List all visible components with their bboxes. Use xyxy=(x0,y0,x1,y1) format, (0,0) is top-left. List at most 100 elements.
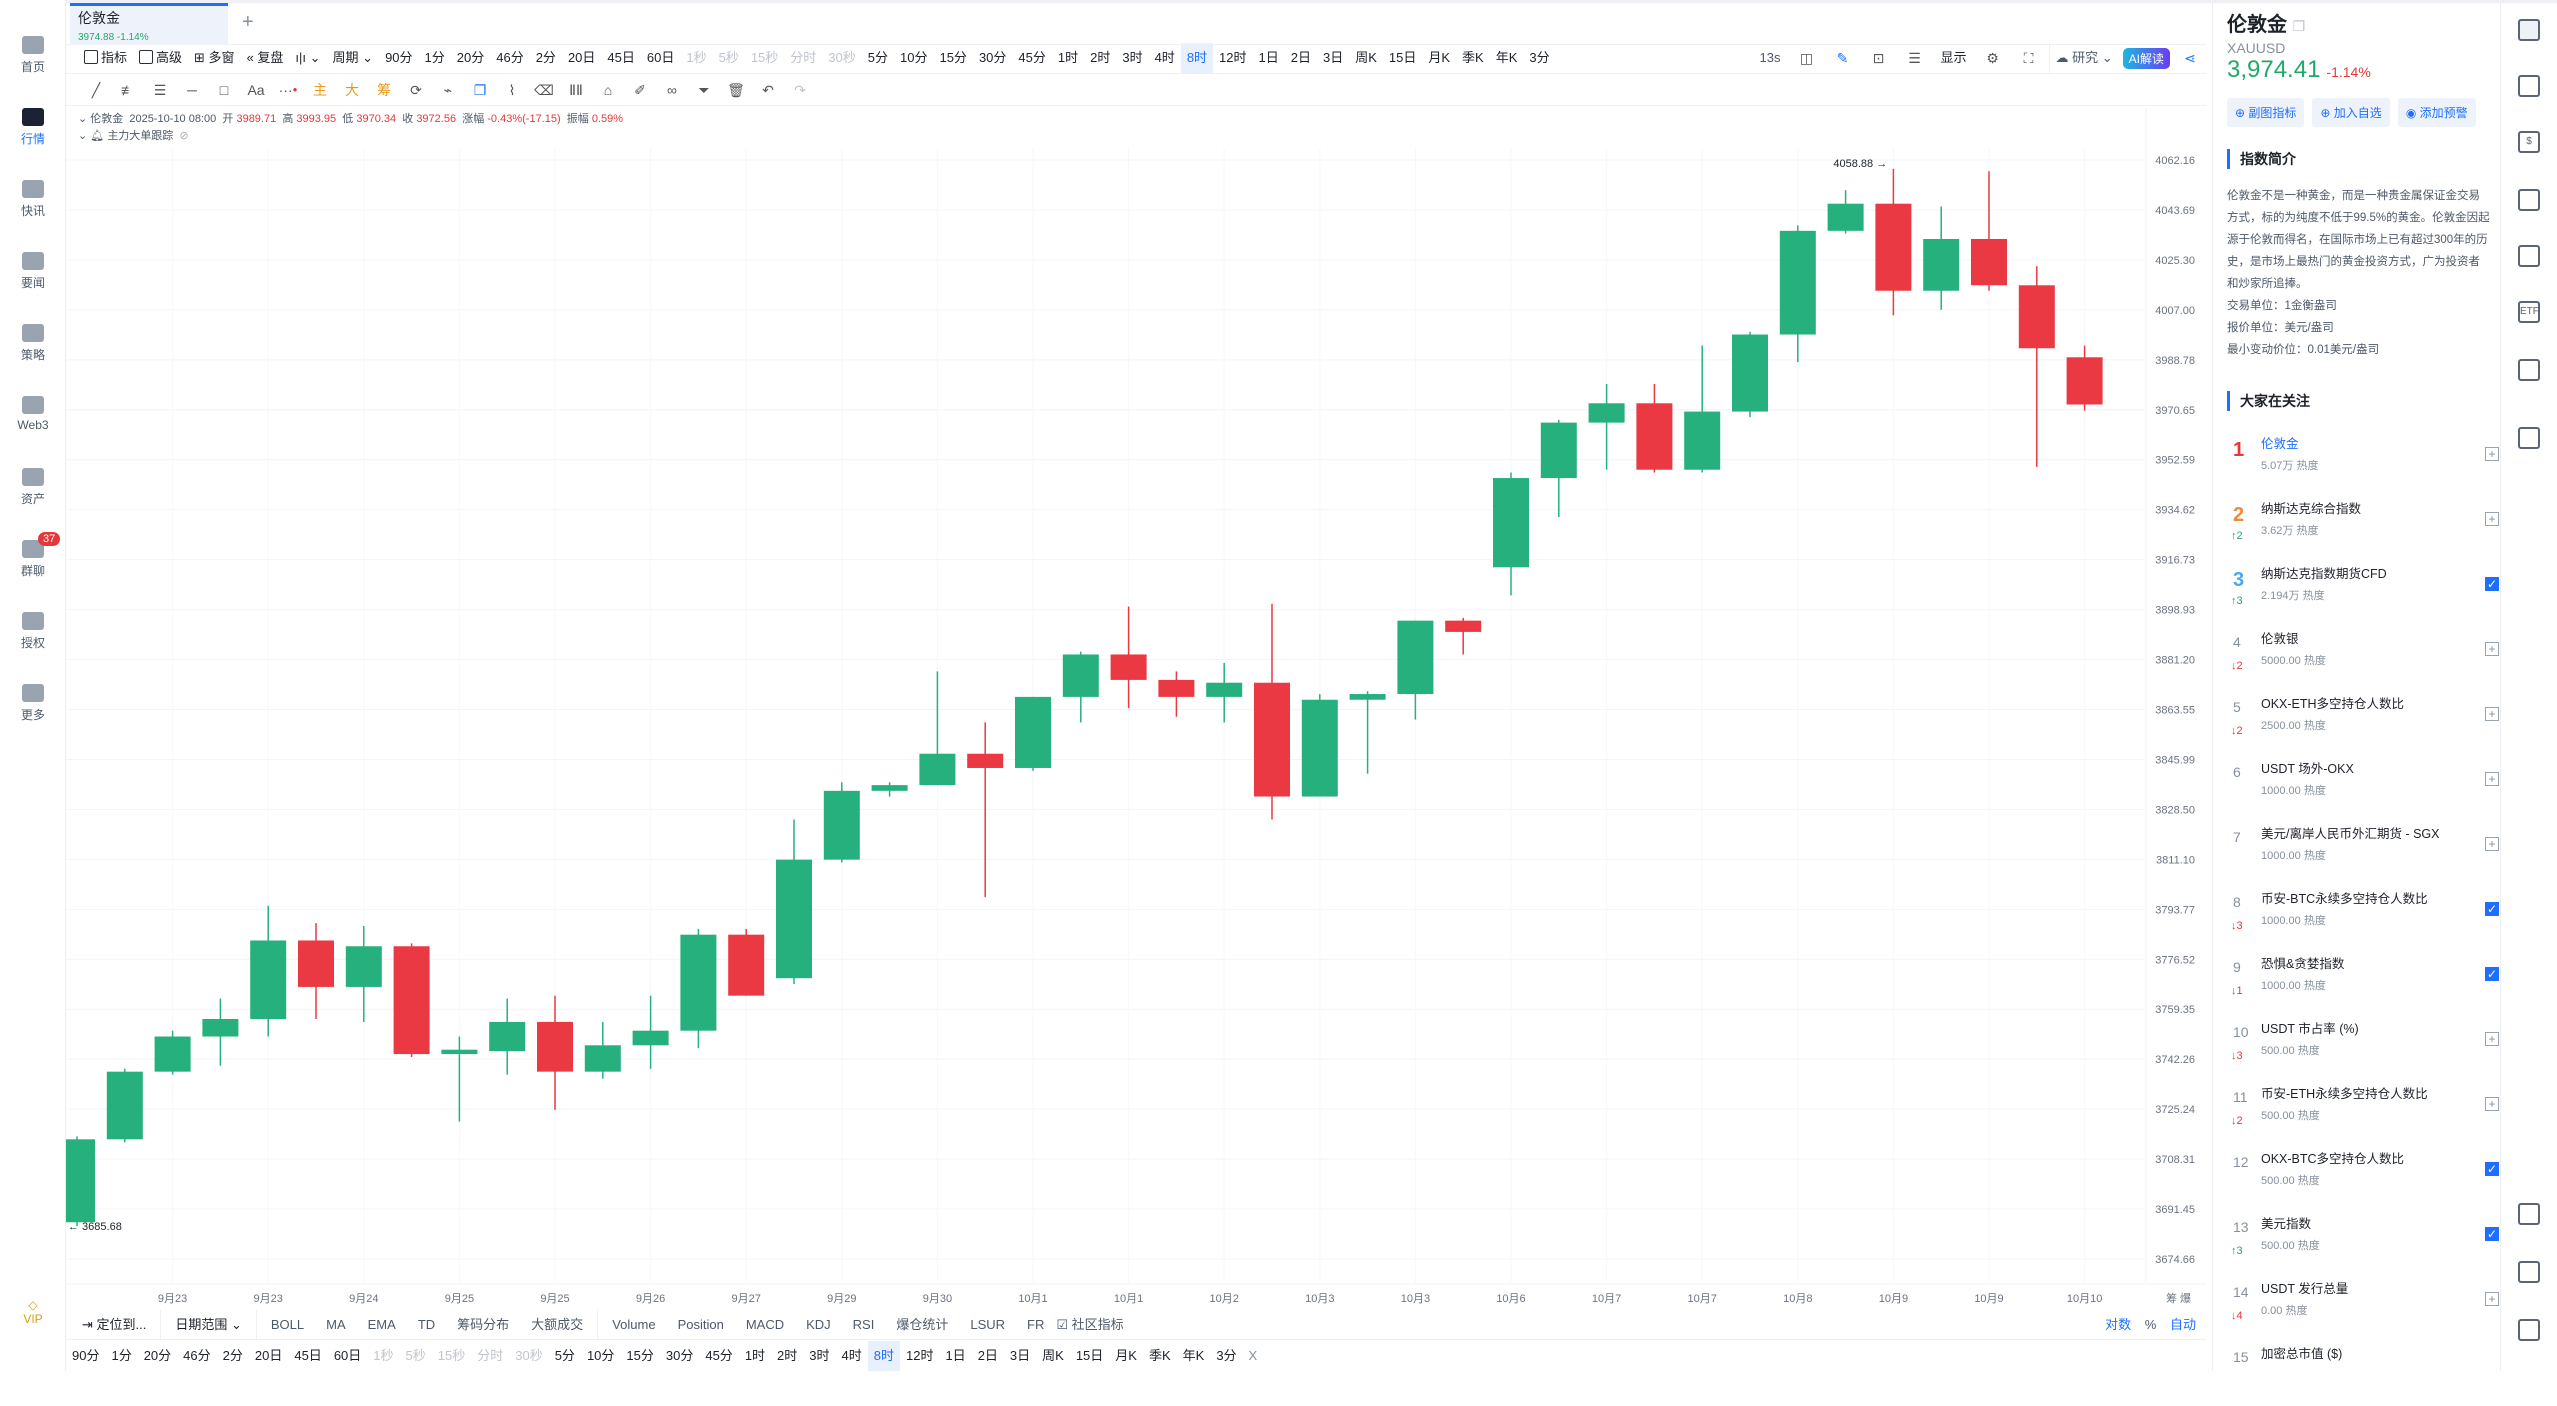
period-季K[interactable]: 季K xyxy=(1462,49,1484,65)
period-周K[interactable]: 周K xyxy=(1355,49,1377,65)
watch-list-item[interactable]: 10 ↓3 USDT 市占率 (%) 500.00 热度 + xyxy=(2227,1016,2500,1081)
watch-list-item[interactable]: 11 ↓2 币安-ETH永续多空持仓人数比 500.00 热度 + xyxy=(2227,1081,2500,1146)
period-90分[interactable]: 90分 xyxy=(72,1348,100,1363)
auto-scale-toggle[interactable]: 自动 xyxy=(2169,1317,2196,1332)
magnet-icon[interactable]: ⌁ xyxy=(443,81,453,98)
watch-item-name[interactable]: 伦敦银 xyxy=(2261,632,2299,646)
etf-icon[interactable]: ETF xyxy=(2518,301,2540,323)
log-scale-toggle[interactable]: 对数 xyxy=(2105,1317,2132,1332)
big-order-tool[interactable]: 大 xyxy=(345,81,359,98)
copy-icon[interactable]: ❐ xyxy=(473,81,487,98)
sidebar-item-1[interactable]: 行情 xyxy=(0,108,66,147)
period-60日[interactable]: 60日 xyxy=(646,49,675,65)
sidebar-item-2[interactable]: 快讯 xyxy=(0,180,66,219)
period-15秒[interactable]: 15秒 xyxy=(437,1348,466,1363)
document-icon[interactable] xyxy=(2518,75,2540,97)
chart-type-dropdown[interactable]: ı|ı ⌄ xyxy=(289,43,326,73)
trend-line-icon[interactable]: ╱ xyxy=(91,81,101,98)
watch-list-item[interactable]: 7 美元/离岸人民币外汇期货 - SGX 1000.00 热度 + xyxy=(2227,821,2500,886)
period-15秒[interactable]: 15秒 xyxy=(750,49,779,65)
link-icon[interactable]: ∞ xyxy=(667,81,677,98)
period-10分[interactable]: 10分 xyxy=(900,49,928,65)
period-3日[interactable]: 3日 xyxy=(1322,49,1344,65)
parallel-channel-icon[interactable]: ≢ xyxy=(121,81,135,98)
period-45分[interactable]: 45分 xyxy=(705,1348,733,1363)
period-月K[interactable]: 月K xyxy=(1428,49,1451,65)
period-30秒[interactable]: 30秒 xyxy=(515,1348,543,1363)
list-icon[interactable]: ☰ xyxy=(1908,50,1921,66)
watch-item-name[interactable]: 美元/离岸人民币外汇期货 - SGX xyxy=(2261,827,2440,841)
add-watch-button[interactable]: + xyxy=(2485,512,2499,526)
add-watch-button[interactable]: + xyxy=(2485,837,2499,851)
sub-indicator-KDJ[interactable]: KDJ xyxy=(806,1316,831,1332)
sidebar-item-4[interactable]: 策略 xyxy=(0,324,66,363)
period-2分[interactable]: 2分 xyxy=(222,1348,243,1363)
watch-list-item[interactable]: 5 ↓2 OKX-ETH多空持仓人数比 2500.00 热度 + xyxy=(2227,691,2500,756)
period-1秒[interactable]: 1秒 xyxy=(686,49,707,65)
close-period-bar-button[interactable]: X xyxy=(1248,1348,1258,1363)
period-1秒[interactable]: 1秒 xyxy=(373,1348,394,1363)
ai-interpret-button[interactable]: AI解读 xyxy=(2122,47,2170,69)
period-年K[interactable]: 年K xyxy=(1182,1348,1205,1363)
sidebar-item-6[interactable]: 资产 xyxy=(0,468,66,507)
filter-icon[interactable]: ⏷ xyxy=(698,81,710,98)
period-20分[interactable]: 20分 xyxy=(456,49,485,65)
period-20分[interactable]: 20分 xyxy=(143,1348,172,1363)
add-watch-button[interactable]: + xyxy=(2485,447,2499,461)
sub-indicator-FR[interactable]: FR xyxy=(1027,1316,1045,1332)
sidebar-item-0[interactable]: 首页 xyxy=(0,36,66,75)
panel-action-button[interactable]: ⊕ 副图指标 xyxy=(2227,98,2305,127)
period-15分[interactable]: 15分 xyxy=(626,1348,654,1363)
watch-list-item[interactable]: 1 伦敦金 5.07万 热度 + xyxy=(2227,431,2500,496)
sidebar-item-5[interactable]: Web3 xyxy=(0,396,66,432)
add-watch-button[interactable]: + xyxy=(2485,707,2499,721)
watch-item-name[interactable]: 纳斯达克指数期货CFD xyxy=(2261,567,2387,581)
added-checkbox[interactable]: ✓ xyxy=(2485,577,2499,591)
research-dropdown[interactable]: ☁ 研究 ⌄ xyxy=(2048,43,2119,73)
trash-icon[interactable]: 🗑︎ xyxy=(727,81,745,98)
period-周K[interactable]: 周K xyxy=(1042,1348,1064,1363)
period-20日[interactable]: 20日 xyxy=(254,1348,283,1363)
rectangle-icon[interactable]: □ xyxy=(219,81,229,98)
candlestick-chart[interactable]: 4062.16 4043.69 4025.30 4007.00 3988.78 3970.… xyxy=(66,108,2206,1310)
watch-item-name[interactable]: 币安-ETH永续多空持仓人数比 xyxy=(2261,1087,2428,1101)
sidebar-item-8[interactable]: 授权 xyxy=(0,612,66,651)
watch-item-name[interactable]: 加密总市值 ($) xyxy=(2261,1347,2343,1361)
multi-window-button[interactable]: ⊞ 多窗 xyxy=(188,43,241,73)
period-46分[interactable]: 46分 xyxy=(496,49,524,65)
period-90分[interactable]: 90分 xyxy=(385,49,413,65)
watch-item-name[interactable]: 美元指数 xyxy=(2261,1217,2312,1231)
period-1分[interactable]: 1分 xyxy=(111,1348,132,1363)
sub-indicator-Volume[interactable]: Volume xyxy=(612,1316,656,1332)
text-tool[interactable]: Aa xyxy=(247,81,265,98)
fullscreen-icon[interactable]: ⛶ xyxy=(2023,50,2034,66)
sub-indicator-RSI[interactable]: RSI xyxy=(852,1316,875,1332)
period-2日[interactable]: 2日 xyxy=(1290,49,1311,65)
list-icon[interactable] xyxy=(2518,19,2540,41)
added-checkbox[interactable]: ✓ xyxy=(2485,967,2499,981)
period-2分[interactable]: 2分 xyxy=(535,49,556,65)
period-年K[interactable]: 年K xyxy=(1495,49,1518,65)
chip-tool[interactable]: 筹 xyxy=(377,81,391,98)
period-3分[interactable]: 3分 xyxy=(1529,49,1550,65)
robot-icon[interactable] xyxy=(2518,359,2540,381)
indicator-EMA[interactable]: EMA xyxy=(367,1316,396,1332)
period-1时[interactable]: 1时 xyxy=(744,1348,766,1363)
period-30分[interactable]: 30分 xyxy=(665,1348,694,1363)
replay-button[interactable]: « 复盘 xyxy=(241,43,290,73)
add-watch-button[interactable]: + xyxy=(2485,772,2499,786)
period-1时[interactable]: 1时 xyxy=(1057,49,1079,65)
share-icon[interactable]: ⋖ xyxy=(2184,50,2196,66)
refresh-interval[interactable]: 13s xyxy=(1759,50,1781,65)
chart-up-icon[interactable] xyxy=(2518,189,2540,211)
camera-icon[interactable]: ◫ xyxy=(1799,50,1814,66)
period-季K[interactable]: 季K xyxy=(1148,1348,1171,1363)
pencil-icon[interactable]: ✎ xyxy=(1836,50,1849,66)
period-45分[interactable]: 45分 xyxy=(1018,49,1046,65)
more-tools[interactable]: ···● xyxy=(278,80,298,100)
period-5分[interactable]: 5分 xyxy=(867,49,888,65)
watch-list-item[interactable]: 13 ↑3 美元指数 500.00 热度 ✓ xyxy=(2227,1211,2500,1276)
vip-button[interactable]: ◇ VIP xyxy=(0,1298,66,1326)
added-checkbox[interactable]: ✓ xyxy=(2485,1162,2499,1176)
watch-list-item[interactable]: 8 ↓3 币安-BTC永续多空持仓人数比 1000.00 热度 ✓ xyxy=(2227,886,2500,951)
